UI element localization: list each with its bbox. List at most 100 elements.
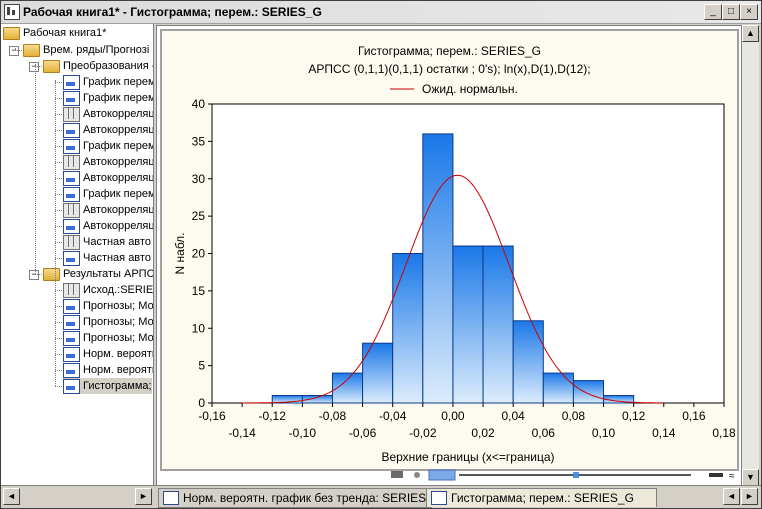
minimize-button[interactable]: _ (704, 4, 722, 20)
collapse-icon: ≈ (729, 471, 735, 482)
y-tick-label: 40 (192, 97, 206, 111)
x-tick-label: 0,14 (652, 426, 676, 440)
tree-connector (55, 98, 62, 99)
tree-item-label: Автокорреляц (83, 156, 154, 168)
maximize-button[interactable]: □ (722, 4, 740, 20)
tree-connector (55, 82, 62, 83)
tree-connector (55, 226, 62, 227)
tree-item[interactable]: Норм. вероятн (63, 346, 154, 362)
graph-icon (63, 362, 80, 378)
x-tick-label: 0,06 (532, 426, 556, 440)
graph-icon (63, 122, 80, 138)
tree-item-label: Прогнозы; Мо (83, 332, 154, 344)
tree-item[interactable]: График перем (63, 138, 153, 154)
tree-item[interactable]: Автокорреляц (63, 202, 153, 218)
zoom-handle-icon (709, 473, 723, 477)
zoom-toolbar[interactable]: ≈ (391, 467, 739, 482)
tree-connector (35, 66, 42, 67)
tree-connector (55, 306, 62, 307)
collapse-toggle[interactable]: − (9, 46, 19, 56)
chart-subtitle: АРПСС (0,1,1)(0,1,1) остатки ; 0's); ln(… (308, 62, 591, 76)
tree-connector (55, 290, 62, 291)
tree-connector (35, 274, 42, 275)
collapse-toggle[interactable]: − (29, 270, 39, 280)
tab-norm-plot[interactable]: Норм. вероятн. график без тренда: SERIES… (158, 488, 442, 508)
x-tick-label: -0,02 (409, 426, 437, 440)
tree-connector (55, 354, 62, 355)
graph-icon (63, 74, 80, 90)
workbook-tree[interactable]: Рабочая книга1* Врем. ряды/Прогнозі − Преоб… (1, 24, 154, 486)
graph-icon (63, 186, 80, 202)
tree-connector (55, 322, 62, 323)
y-tick-label: 10 (192, 321, 206, 335)
histogram-bar (452, 245, 484, 404)
tree-item[interactable]: График перем (63, 74, 153, 90)
folder-icon (43, 59, 60, 73)
tree-root[interactable]: Рабочая книга1* (3, 25, 106, 41)
tree-item-label: Частная авто (83, 236, 151, 248)
collapse-toggle[interactable]: − (29, 62, 39, 72)
tree-connector (55, 210, 62, 211)
tree-item-label: Автокорреляц (83, 108, 154, 120)
tree-connector (55, 146, 62, 147)
tree-item[interactable]: Норм. вероятн (63, 362, 154, 378)
tree-item[interactable]: Частная авто (63, 234, 151, 250)
tree-item[interactable]: График перем (63, 90, 153, 106)
tree-item[interactable]: Исход.:SERIES (63, 282, 154, 298)
histogram-bar (392, 253, 424, 404)
table-icon (63, 234, 80, 250)
scroll-up-button[interactable]: ▲ (742, 25, 759, 42)
x-tick-label: -0,16 (198, 409, 226, 423)
tree-item[interactable]: Автокорреляц (63, 122, 154, 138)
tree-item[interactable]: Автокорреляц (63, 106, 154, 122)
scroll-down-button[interactable]: ▼ (742, 469, 759, 486)
zoom-slider-thumb (573, 472, 579, 478)
y-tick-label: 20 (192, 247, 206, 261)
vertical-scrollbar[interactable]: ▲ ▼ (742, 25, 759, 486)
tree-connector (55, 242, 62, 243)
y-axis-label: N набл. (173, 233, 187, 275)
tree-connector (55, 386, 62, 387)
table-icon (63, 202, 80, 218)
tree-item[interactable]: Прогнозы; Мо (63, 314, 153, 330)
tree-folder[interactable]: Преобразования - (43, 58, 153, 74)
tree-item-label: Автокорреляц (83, 220, 154, 232)
color-icon (428, 469, 456, 481)
tree-connector (15, 48, 16, 50)
legend-label: Ожид. нормальн. (422, 82, 518, 96)
tree-item[interactable]: Прогнозы; Мо (63, 298, 154, 314)
tree-item[interactable]: Автокорреляц (63, 218, 154, 234)
histogram-chart[interactable]: Гистограмма; перем.: SERIES_G АРПСС (0,1… (160, 29, 739, 471)
x-tick-label: -0,12 (259, 409, 287, 423)
tree-connector (55, 178, 62, 179)
tree-connector (35, 64, 36, 274)
tree-item-label: Прогнозы; Мо (83, 300, 154, 312)
tree-item-label: Врем. ряды/Прогнозі (43, 44, 150, 56)
tree-item[interactable]: График перем (63, 186, 154, 202)
tree-item-label: Норм. вероятн (83, 348, 154, 360)
tree-item-label: Автокорреляц (83, 172, 154, 184)
tree-item[interactable]: Частная авто (63, 250, 151, 266)
tree-item[interactable]: Прогнозы; Мо (63, 330, 154, 346)
tree-folder[interactable]: Врем. ряды/Прогнозі (23, 42, 149, 58)
tabs-scroll-right-button[interactable]: ► (741, 488, 758, 505)
tree-item[interactable]: Автокорреляц (63, 170, 154, 186)
tree-item-label: Норм. вероятн (83, 364, 154, 376)
histogram-bar (572, 380, 605, 404)
workbook-icon (4, 4, 20, 20)
tree-item-label: График перем (83, 188, 154, 200)
histogram-bar (542, 372, 574, 404)
tree-connector (15, 50, 22, 51)
close-button[interactable]: × (740, 4, 758, 20)
y-tick-label: 35 (192, 134, 206, 148)
tree-item[interactable]: Автокорреляц (63, 154, 154, 170)
tree-item-label: Исход.:SERIES (83, 284, 154, 296)
tree-item-label: Автокорреляц (83, 124, 154, 136)
tree-folder[interactable]: Результаты АРПС (43, 266, 153, 282)
tree-scroll-right-button[interactable]: ► (135, 488, 152, 505)
tree-scroll-left-button[interactable]: ◄ (3, 488, 20, 505)
tree-item[interactable]: Гистограмма; (63, 378, 152, 394)
tabs-scroll-left-button[interactable]: ◄ (723, 488, 740, 505)
title-bar[interactable]: Рабочая книга1* - Гистограмма; перем.: S… (1, 1, 761, 24)
tab-histogram[interactable]: Гистограмма; перем.: SERIES_G (426, 488, 657, 507)
